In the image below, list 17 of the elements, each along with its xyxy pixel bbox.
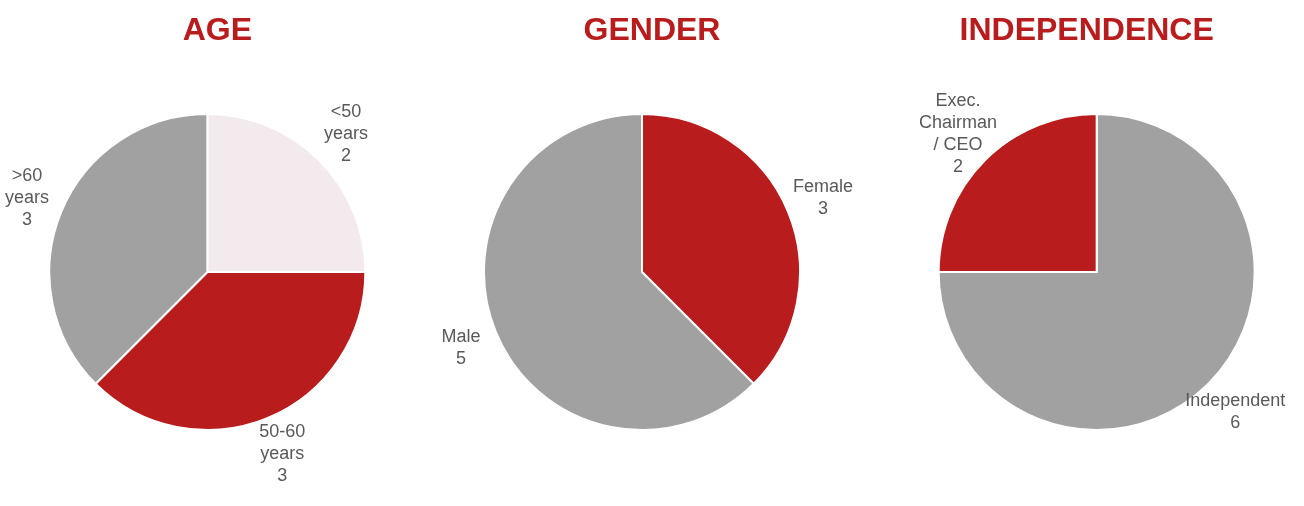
slice-label: >60 years (4, 164, 50, 207)
data-label: 3 (277, 465, 288, 486)
slice-label: <50 years (323, 101, 368, 144)
slice-label: Female (793, 175, 854, 196)
slice-label: Exec. Chairman / CEO (919, 90, 998, 155)
data-label: 6 (1230, 411, 1241, 432)
data-label: 3 (21, 208, 33, 229)
chart-title: GENDER (583, 11, 721, 47)
data-label: 5 (455, 348, 466, 369)
chart-title: AGE (182, 11, 253, 47)
slice-label: 50-60 years (259, 421, 306, 464)
slice-label: Independent (1185, 389, 1286, 410)
slice-label: Male (441, 326, 481, 347)
data-label: 2 (953, 156, 964, 177)
data-label: 3 (818, 197, 829, 218)
data-label: 2 (340, 145, 351, 166)
chart-title: INDEPENDENCE (959, 11, 1214, 47)
